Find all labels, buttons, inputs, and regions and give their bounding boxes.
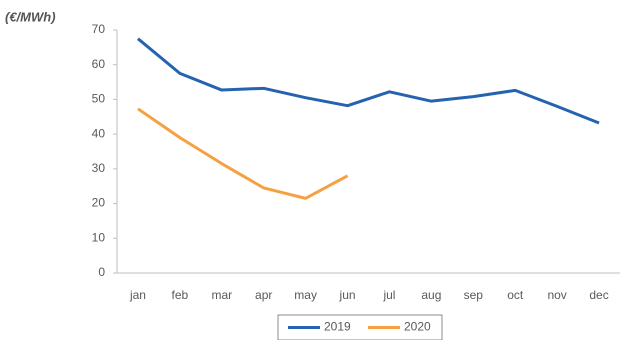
y-tick-label: 0 <box>98 265 105 279</box>
x-tick-label: mar <box>211 288 232 302</box>
x-tick-label: feb <box>172 288 189 302</box>
y-axis-label: (€/MWh) <box>5 9 56 24</box>
y-tick-label: 30 <box>92 161 106 175</box>
y-tick-label: 60 <box>92 57 106 71</box>
x-tick-label: jun <box>339 288 356 302</box>
y-tick-label: 40 <box>92 126 106 140</box>
x-tick-label: oct <box>507 288 524 302</box>
x-tick-label: sep <box>464 288 484 302</box>
x-tick-label: dec <box>589 288 608 302</box>
x-tick-label: apr <box>255 288 272 302</box>
y-tick-label: 10 <box>92 230 106 244</box>
x-tick-label: aug <box>421 288 441 302</box>
y-tick-label: 50 <box>92 92 106 106</box>
x-tick-label: jan <box>129 288 146 302</box>
legend-label: 2019 <box>324 320 351 334</box>
legend-label: 2020 <box>404 320 431 334</box>
x-tick-label: nov <box>547 288 566 302</box>
line-series <box>137 37 600 125</box>
y-tick-label: 70 <box>92 22 106 36</box>
legend-box <box>277 314 443 340</box>
line-series <box>137 107 349 200</box>
x-tick-label: jul <box>382 288 395 302</box>
y-tick-label: 20 <box>92 196 106 210</box>
x-tick-label: may <box>294 288 317 302</box>
